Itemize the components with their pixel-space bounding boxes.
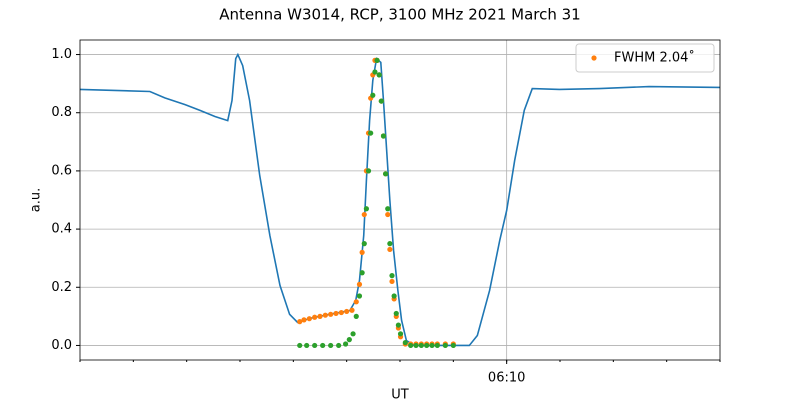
- data-point: [387, 241, 393, 247]
- data-point: [395, 322, 401, 328]
- data-point: [387, 246, 393, 253]
- data-point: [346, 337, 352, 343]
- data-point: [353, 299, 359, 305]
- data-point: [322, 312, 328, 318]
- data-point: [297, 319, 303, 325]
- data-point: [297, 342, 303, 349]
- data-point: [317, 313, 323, 319]
- data-point: [356, 293, 363, 299]
- data-point: [413, 342, 419, 349]
- data-point: [372, 69, 378, 75]
- data-point: [338, 309, 344, 316]
- data-point: [408, 342, 414, 349]
- data-line: [79, 52, 721, 347]
- data-point: [376, 72, 382, 78]
- data-point: [385, 206, 391, 212]
- data-point: [328, 342, 334, 349]
- data-point: [365, 168, 372, 174]
- y-tick-label: 0.4: [51, 222, 72, 237]
- data-point: [356, 281, 363, 287]
- data-point: [312, 314, 318, 320]
- x-tick-label: 06:10: [488, 371, 525, 386]
- x-axis-label: UT: [391, 388, 409, 400]
- data-point: [389, 278, 395, 285]
- data-point: [393, 310, 399, 317]
- y-axis-label: a.u.: [29, 188, 44, 212]
- legend-label: FWHM 2.04˚: [614, 50, 695, 66]
- data-point: [385, 211, 391, 218]
- data-point: [301, 317, 307, 323]
- data-point: [368, 130, 374, 136]
- data-point: [333, 310, 339, 317]
- data-point: [353, 313, 359, 319]
- data-point: [328, 311, 334, 317]
- data-point: [304, 342, 310, 349]
- data-point: [349, 307, 355, 313]
- data-point: [378, 98, 384, 104]
- data-point: [370, 92, 376, 98]
- y-tick-label: 0.2: [51, 280, 72, 295]
- data-point: [343, 341, 349, 347]
- data-point: [397, 331, 404, 337]
- data-point: [429, 342, 435, 349]
- data-point: [361, 211, 367, 218]
- data-point: [336, 342, 342, 349]
- data-point: [402, 339, 408, 346]
- legend-box: [575, 43, 715, 73]
- data-point: [450, 342, 456, 349]
- data-point: [312, 342, 318, 349]
- data-point: [442, 342, 448, 349]
- plot-frame: [79, 39, 721, 361]
- data-point: [306, 316, 312, 322]
- data-point: [359, 270, 365, 276]
- data-point: [380, 133, 387, 139]
- data-point: [374, 57, 380, 63]
- data-point: [383, 171, 389, 177]
- y-tick-label: 0.8: [51, 105, 72, 120]
- y-tick-label: 0.0: [51, 338, 72, 353]
- data-point: [434, 342, 440, 349]
- data-point: [363, 206, 369, 212]
- data-point: [424, 342, 430, 349]
- chart-title: Antenna W3014, RCP, 3100 MHz 2021 March …: [219, 6, 580, 24]
- data-point: [389, 273, 395, 279]
- data-point: [418, 342, 424, 349]
- y-tick-label: 1.0: [51, 47, 72, 62]
- data-point: [344, 308, 350, 315]
- data-point: [391, 293, 397, 299]
- y-tick-label: 0.6: [51, 163, 72, 178]
- legend-marker: [591, 55, 597, 61]
- data-point: [359, 249, 365, 255]
- data-point: [320, 342, 326, 349]
- data-point: [361, 241, 367, 247]
- data-point: [350, 331, 356, 337]
